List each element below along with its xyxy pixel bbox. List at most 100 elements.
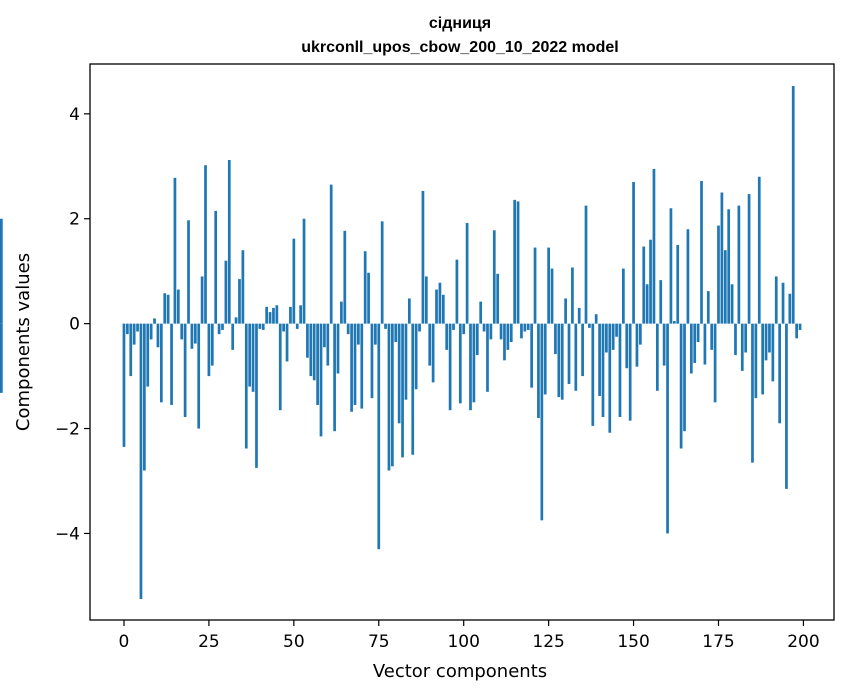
bar bbox=[435, 289, 438, 324]
bar bbox=[0, 218, 3, 324]
bar bbox=[316, 323, 319, 405]
bar bbox=[353, 323, 357, 405]
bar bbox=[414, 323, 418, 390]
bar bbox=[710, 323, 714, 350]
bar bbox=[319, 323, 323, 437]
y-tick-label: 2 bbox=[69, 210, 80, 230]
chart-subtitle: ukrconll_upos_cbow_200_10_2022 model bbox=[301, 39, 618, 56]
bar bbox=[139, 323, 143, 600]
bar bbox=[747, 194, 751, 324]
bar bbox=[798, 323, 802, 330]
bar bbox=[166, 294, 170, 324]
bar bbox=[265, 306, 269, 324]
bar bbox=[238, 279, 241, 324]
bar bbox=[309, 323, 313, 377]
bar bbox=[170, 323, 173, 405]
bar bbox=[217, 323, 221, 335]
bar bbox=[492, 230, 496, 324]
bar bbox=[550, 268, 554, 324]
y-tick-label: −2 bbox=[55, 420, 80, 440]
plot-area-frame bbox=[89, 63, 835, 621]
bar bbox=[734, 323, 737, 356]
bar bbox=[639, 323, 642, 345]
bar bbox=[737, 205, 741, 324]
bar bbox=[149, 323, 153, 340]
bar bbox=[126, 323, 129, 335]
bar bbox=[526, 323, 530, 330]
bar bbox=[207, 323, 211, 377]
bar bbox=[431, 323, 435, 383]
bar bbox=[605, 323, 608, 353]
x-tick-label: 125 bbox=[532, 632, 564, 652]
bar bbox=[642, 246, 646, 324]
bar bbox=[788, 293, 792, 324]
bar bbox=[740, 323, 744, 371]
bar bbox=[244, 323, 248, 449]
bar bbox=[336, 323, 340, 374]
x-axis-label: Vector components bbox=[373, 661, 547, 682]
bar bbox=[540, 323, 544, 521]
x-tick-label: 175 bbox=[702, 632, 734, 652]
bar bbox=[475, 323, 479, 356]
bar bbox=[571, 267, 574, 324]
bar bbox=[503, 323, 506, 361]
bar bbox=[343, 230, 347, 324]
bar bbox=[241, 250, 245, 324]
bar bbox=[285, 323, 289, 362]
bar bbox=[159, 323, 163, 403]
bar bbox=[676, 244, 680, 324]
bar bbox=[163, 293, 167, 324]
x-tick-label: 0 bbox=[119, 632, 130, 652]
bar bbox=[153, 318, 156, 324]
bar bbox=[367, 272, 370, 324]
bar bbox=[774, 276, 778, 324]
bar bbox=[333, 323, 336, 432]
bar bbox=[499, 323, 503, 340]
bar bbox=[231, 323, 235, 350]
bar bbox=[778, 323, 781, 424]
bar bbox=[730, 284, 734, 324]
bar bbox=[720, 192, 724, 324]
bar bbox=[768, 323, 771, 353]
bar bbox=[421, 190, 425, 324]
bar bbox=[781, 282, 785, 324]
bar bbox=[289, 306, 292, 324]
x-tick-label: 200 bbox=[787, 632, 819, 652]
y-tick-label: 0 bbox=[69, 315, 80, 335]
bar bbox=[523, 323, 527, 332]
y-tick-label: 4 bbox=[69, 105, 80, 125]
bar bbox=[248, 323, 252, 387]
bar bbox=[754, 323, 758, 399]
bar bbox=[689, 323, 693, 374]
bar bbox=[649, 239, 652, 324]
bar bbox=[360, 323, 364, 409]
bar bbox=[764, 323, 768, 361]
bar bbox=[795, 323, 798, 339]
bar bbox=[611, 323, 615, 350]
bar bbox=[282, 323, 285, 332]
bar bbox=[180, 323, 184, 340]
chart-title: сідниця bbox=[429, 15, 491, 32]
bar bbox=[615, 323, 618, 337]
bar bbox=[703, 323, 707, 365]
bar bbox=[312, 323, 316, 381]
bar bbox=[350, 323, 353, 412]
bar bbox=[785, 323, 788, 489]
bar bbox=[224, 260, 228, 324]
bar bbox=[190, 323, 194, 349]
bar bbox=[479, 301, 483, 324]
bar bbox=[258, 323, 262, 329]
bar bbox=[533, 247, 537, 324]
bar bbox=[666, 323, 669, 534]
bar bbox=[591, 323, 595, 426]
bar bbox=[516, 201, 520, 324]
bar bbox=[428, 323, 432, 366]
bar bbox=[227, 159, 231, 324]
bar bbox=[173, 177, 177, 324]
bar bbox=[706, 291, 710, 324]
bar bbox=[407, 298, 411, 324]
bar bbox=[655, 323, 659, 391]
bar bbox=[496, 273, 500, 324]
bar bbox=[292, 238, 296, 324]
bar bbox=[472, 323, 476, 403]
